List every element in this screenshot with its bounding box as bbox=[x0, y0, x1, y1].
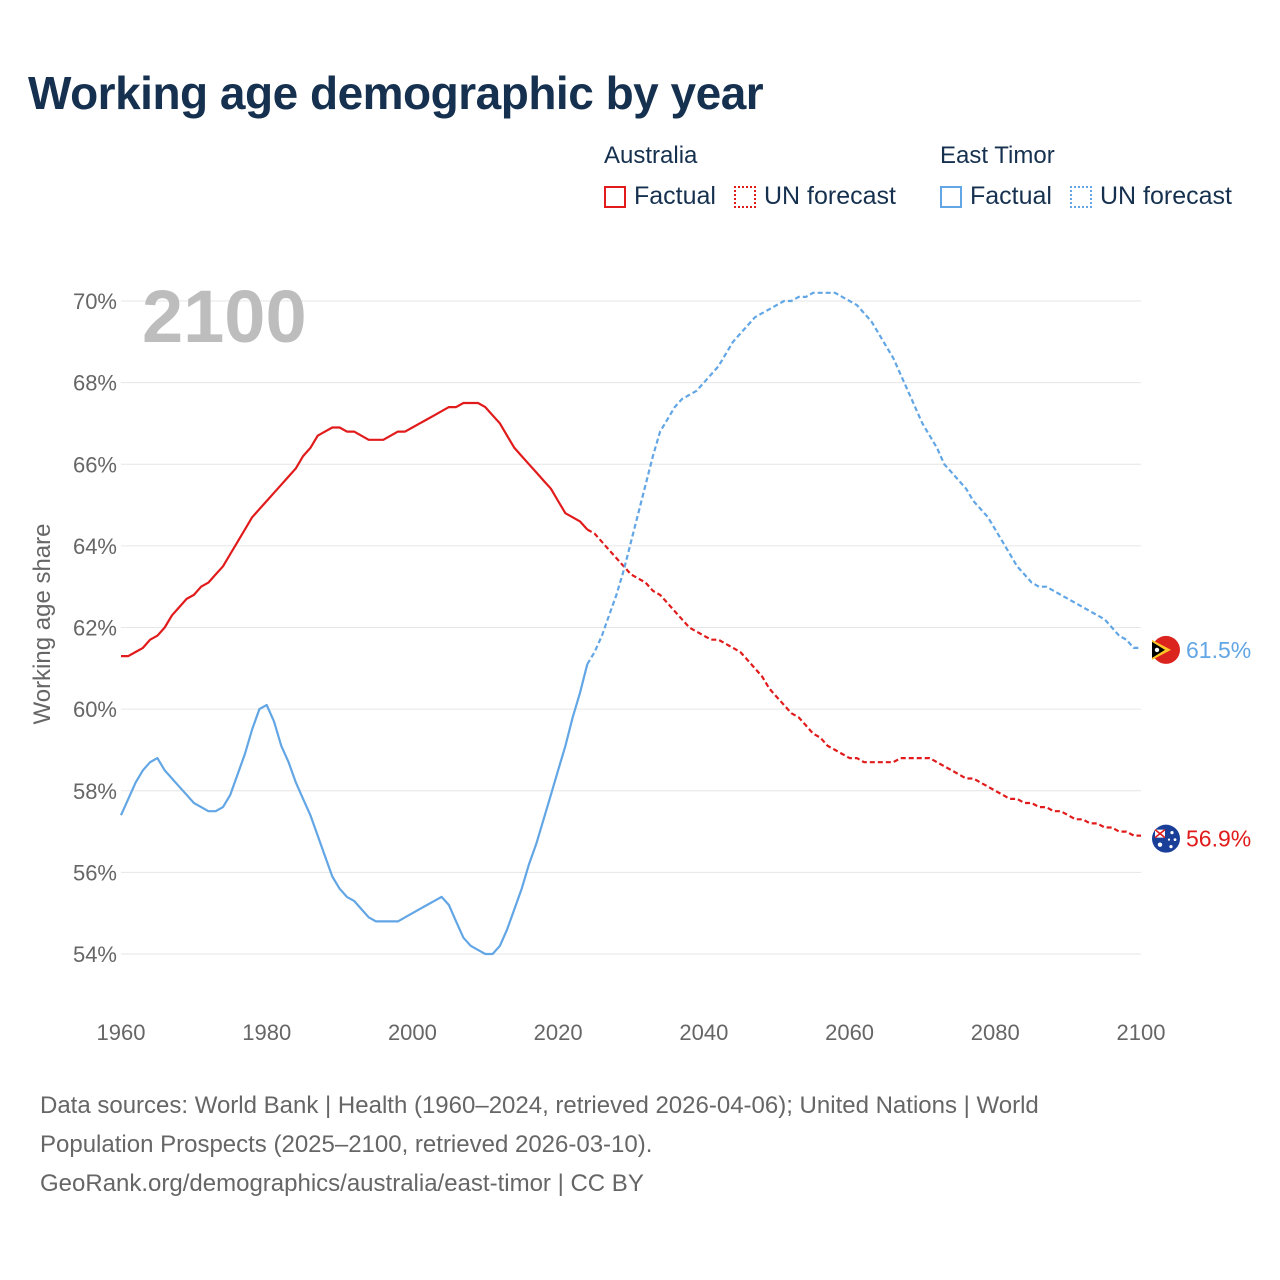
legend-australia: Australia Factual UN forecast bbox=[604, 142, 914, 211]
y-axis-label: Working age share bbox=[29, 524, 56, 725]
x-tick-label: 2020 bbox=[534, 1020, 583, 1045]
legend-swatch-dotted-red bbox=[733, 185, 756, 208]
y-tick-label: 58% bbox=[73, 779, 117, 804]
x-tick-label: 2040 bbox=[679, 1020, 728, 1045]
footer-sources-line1: Data sources: World Bank | Health (1960–… bbox=[40, 1092, 1039, 1119]
legend-australia-forecast[interactable]: UN forecast bbox=[733, 182, 896, 211]
y-tick-label: 70% bbox=[73, 289, 117, 314]
legend-east-timor: East Timor Factual UN forecast bbox=[940, 142, 1232, 211]
legend-australia-factual[interactable]: Factual bbox=[604, 182, 716, 211]
australia-flag-icon bbox=[1152, 824, 1180, 853]
legend-east-timor-factual-label: Factual bbox=[970, 182, 1052, 210]
legend-swatch-solid-blue bbox=[940, 185, 962, 208]
x-tick-label: 1980 bbox=[242, 1020, 291, 1045]
x-tick-label: 2000 bbox=[388, 1020, 437, 1045]
x-tick-label: 2060 bbox=[825, 1020, 874, 1045]
y-axis-ticks: 54% 56% 58% 60% 62% 64% 66% 68% 70% bbox=[73, 289, 117, 967]
legend-australia-factual-label: Factual bbox=[634, 182, 716, 210]
legend-east-timor-forecast-label: UN forecast bbox=[1099, 182, 1232, 210]
chart-title: Working age demographic by year bbox=[28, 67, 764, 119]
footer-sources-line2: Population Prospects (2025–2100, retriev… bbox=[40, 1131, 653, 1158]
series-australia-forecast bbox=[586, 528, 1141, 837]
series-australia-factual bbox=[121, 401, 589, 658]
year-watermark: 2100 bbox=[142, 275, 307, 358]
line-chart: 54% 56% 58% 60% 62% 64% 66% 68% 70% 1960 1980 2000… bbox=[29, 275, 1251, 1045]
legend-swatch-solid-red bbox=[604, 185, 626, 208]
footer-attribution[interactable]: GeoRank.org/demographics/australia/east-… bbox=[40, 1170, 644, 1197]
series-lines bbox=[119, 291, 1141, 956]
australia-end-label: 56.9% bbox=[1186, 826, 1251, 852]
x-tick-label: 2100 bbox=[1117, 1020, 1166, 1045]
legend-east-timor-name: East Timor bbox=[940, 142, 1055, 169]
x-axis-ticks: 1960 1980 2000 2020 2040 2060 2080 2100 bbox=[97, 1020, 1166, 1045]
legend-australia-forecast-label: UN forecast bbox=[763, 182, 896, 210]
x-tick-label: 2080 bbox=[971, 1020, 1020, 1045]
legend-east-timor-forecast[interactable]: UN forecast bbox=[1069, 182, 1232, 211]
east-timor-end-label: 61.5% bbox=[1186, 637, 1251, 663]
y-tick-label: 62% bbox=[73, 616, 117, 641]
east-timor-flag-icon bbox=[1152, 635, 1180, 664]
legend-east-timor-factual[interactable]: Factual bbox=[940, 182, 1052, 211]
series-east-timor-factual bbox=[119, 663, 589, 956]
legend-australia-name: Australia bbox=[604, 142, 698, 169]
legend-swatch-dotted-blue bbox=[1069, 185, 1092, 208]
y-tick-label: 64% bbox=[73, 534, 117, 559]
series-east-timor-forecast bbox=[586, 291, 1141, 665]
gridlines bbox=[121, 300, 1141, 955]
y-tick-label: 66% bbox=[73, 452, 117, 477]
y-tick-label: 60% bbox=[73, 697, 117, 722]
y-tick-label: 56% bbox=[73, 860, 117, 885]
y-tick-label: 54% bbox=[73, 942, 117, 967]
x-tick-label: 1960 bbox=[97, 1020, 146, 1045]
end-markers: 61.5% 56.9% bbox=[1152, 635, 1251, 853]
y-tick-label: 68% bbox=[73, 371, 117, 396]
footer: Data sources: World Bank | Health (1960–… bbox=[40, 1086, 1220, 1203]
